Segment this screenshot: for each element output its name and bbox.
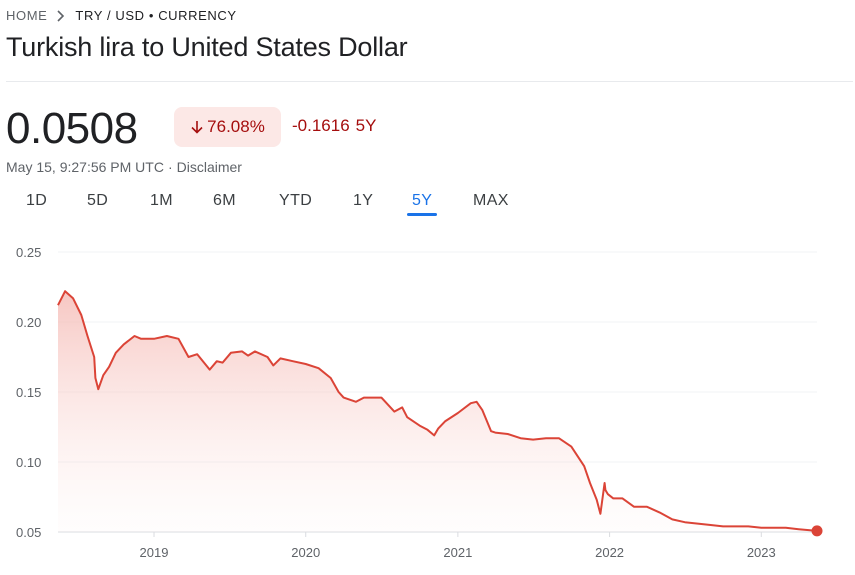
tab-ytd[interactable]: YTD bbox=[279, 192, 313, 209]
breadcrumb-home-link[interactable]: HOME bbox=[6, 8, 48, 23]
quote-timestamp: May 15, 9:27:56 PM UTC bbox=[6, 159, 164, 175]
change-period: 5Y bbox=[355, 116, 377, 135]
disclaimer-link[interactable]: Disclaimer bbox=[176, 159, 242, 175]
time-range-tabs: 1D 5D 1M 6M YTD 1Y 5Y MAX bbox=[0, 190, 600, 220]
price-area-fill bbox=[58, 291, 817, 532]
tab-5d[interactable]: 5D bbox=[87, 192, 109, 209]
x-tick-label: 2020 bbox=[291, 545, 320, 560]
chevron-right-icon bbox=[55, 9, 67, 23]
y-tick-label: 0.15 bbox=[16, 385, 41, 400]
tab-6m[interactable]: 6M bbox=[213, 192, 237, 209]
x-tick-label: 2021 bbox=[443, 545, 472, 560]
y-tick-label: 0.05 bbox=[16, 525, 41, 540]
percent-change-badge: 76.08% bbox=[174, 107, 281, 147]
breadcrumb: HOME TRY / USD • CURRENCY bbox=[6, 8, 237, 23]
quote-timestamp-row: May 15, 9:27:56 PM UTC · Disclaimer bbox=[6, 159, 242, 175]
y-tick-label: 0.10 bbox=[16, 455, 41, 470]
x-tick-label: 2022 bbox=[595, 545, 624, 560]
x-tick-label: 2023 bbox=[747, 545, 776, 560]
y-tick-label: 0.25 bbox=[16, 245, 41, 260]
arrow-down-icon bbox=[190, 119, 204, 135]
breadcrumb-current: TRY / USD • CURRENCY bbox=[75, 8, 237, 23]
price-chart-svg[interactable]: 0.05 0.10 0.15 0.20 0.25 2019 2020 2021 2022 2023 bbox=[0, 232, 855, 575]
absolute-change: -0.1616 5Y bbox=[292, 116, 376, 136]
timestamp-separator: · bbox=[167, 159, 173, 175]
y-tick-label: 0.20 bbox=[16, 315, 41, 330]
price-chart[interactable]: 0.05 0.10 0.15 0.20 0.25 2019 2020 2021 2022 2023 bbox=[0, 232, 855, 575]
latest-price-point[interactable] bbox=[811, 525, 823, 537]
percent-change-value: 76.08% bbox=[207, 117, 265, 136]
tab-max[interactable]: MAX bbox=[473, 192, 509, 209]
tab-5y[interactable]: 5Y bbox=[412, 192, 433, 209]
tab-1y[interactable]: 1Y bbox=[353, 192, 374, 209]
page-title: Turkish lira to United States Dollar bbox=[6, 32, 408, 62]
tab-1m[interactable]: 1M bbox=[150, 192, 174, 209]
header-divider bbox=[6, 81, 853, 82]
current-price: 0.0508 bbox=[6, 104, 138, 153]
absolute-change-value: -0.1616 bbox=[292, 116, 350, 135]
active-tab-indicator bbox=[407, 213, 437, 216]
price-series-line bbox=[57, 290, 818, 532]
tab-1d[interactable]: 1D bbox=[26, 192, 48, 209]
x-tick-label: 2019 bbox=[140, 545, 169, 560]
